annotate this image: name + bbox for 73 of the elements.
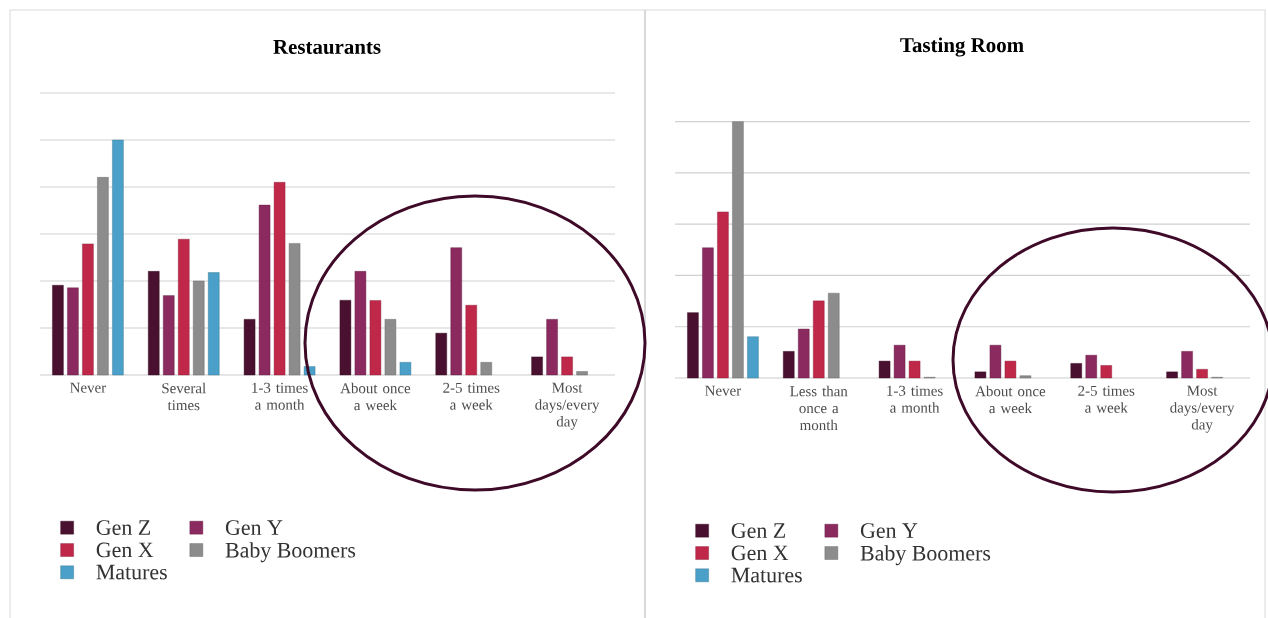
x-tick-label: 2-5 times a week <box>443 382 500 410</box>
legend-label: Baby Boomers <box>860 545 991 566</box>
bar <box>1181 351 1193 379</box>
chart-title: Restaurants <box>273 40 381 54</box>
x-tick-label: Several times <box>162 382 206 411</box>
bar <box>193 280 205 376</box>
bar <box>399 362 412 376</box>
legend-label: Gen Y <box>860 523 918 538</box>
x-tick-label: 2-5 times a week <box>1078 385 1135 413</box>
bar <box>354 271 367 376</box>
bar <box>531 356 543 376</box>
bar <box>1100 365 1112 379</box>
bar <box>798 328 810 379</box>
legend-label: Gen Z <box>731 523 785 538</box>
x-tick-label: About once a week <box>975 385 1046 414</box>
bar <box>828 292 840 379</box>
bar <box>97 177 109 376</box>
legend-label: Matures <box>731 567 802 583</box>
bar <box>258 204 271 376</box>
bar <box>893 344 906 379</box>
x-tick-label: About once a week <box>340 382 411 411</box>
bar <box>435 332 447 376</box>
bar <box>878 360 891 379</box>
bar <box>273 182 286 376</box>
legend-label: Matures <box>96 564 167 580</box>
bar <box>339 300 352 376</box>
legend-label: Baby Boomers <box>225 542 356 563</box>
bar <box>1004 360 1017 379</box>
bar <box>813 300 825 379</box>
bar <box>783 351 795 379</box>
x-tick-label: Most days/every day <box>1170 385 1235 433</box>
bar <box>1166 371 1178 379</box>
legend-label: Gen Y <box>225 520 283 535</box>
bar <box>67 287 79 376</box>
bar <box>747 336 759 379</box>
chart-title: Tasting Room <box>900 37 1024 57</box>
bar <box>974 371 987 379</box>
bar <box>1196 369 1208 379</box>
bar <box>1085 354 1097 379</box>
bar <box>384 319 397 376</box>
bar <box>687 312 699 379</box>
x-tick-label: Never <box>705 385 742 396</box>
bar <box>989 344 1002 379</box>
legend-label: Gen Z <box>96 520 150 535</box>
x-tick-label: Less than once a month <box>790 385 848 431</box>
x-tick-label: Most days/every day <box>535 382 600 430</box>
bar <box>546 319 558 376</box>
x-tick-label: 1-3 times a month <box>252 382 308 410</box>
bar <box>243 319 256 376</box>
legend-label: Gen X <box>96 542 154 558</box>
bar <box>480 362 492 376</box>
bar <box>148 271 160 376</box>
bar <box>163 295 175 376</box>
bar <box>717 211 729 379</box>
bar <box>1019 375 1032 379</box>
bar <box>450 247 462 376</box>
bar <box>178 238 190 376</box>
bar <box>288 243 301 376</box>
bar <box>732 121 744 379</box>
bar <box>1070 363 1082 379</box>
x-tick-label: 1-3 times a month <box>887 385 943 413</box>
legend-label: Gen X <box>731 545 789 561</box>
bar <box>908 360 921 379</box>
bar <box>702 247 714 379</box>
bar <box>208 272 220 376</box>
bar <box>576 371 588 376</box>
bar <box>112 139 124 376</box>
bar <box>561 356 573 376</box>
x-tick-label: Never <box>70 382 107 393</box>
bar <box>52 285 64 376</box>
bar <box>369 300 382 376</box>
bar <box>465 305 477 376</box>
bar <box>82 243 94 376</box>
